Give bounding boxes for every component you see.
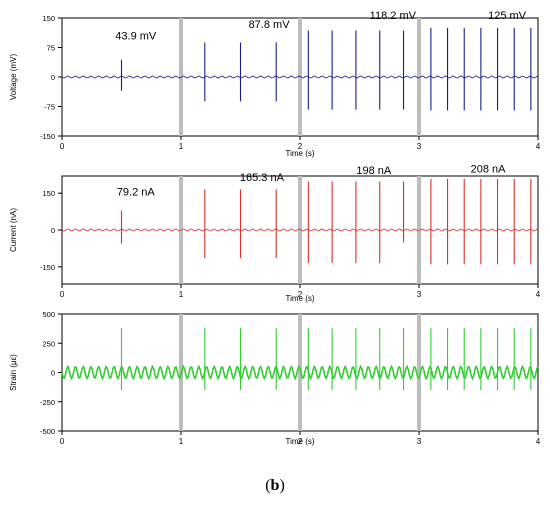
caption-label: b: [270, 477, 280, 494]
panel2-y-tick-label-2: 150: [42, 189, 55, 198]
panel3-x-tick-label-2: 2: [298, 437, 303, 446]
panel1-x-tick-label-0: 0: [60, 142, 65, 151]
panel3-x-axis-title: Time (s): [285, 437, 314, 446]
caption-open: (: [265, 477, 271, 494]
panel2-x-tick-label-1: 1: [179, 290, 184, 299]
panel2-y-axis-title: Current (nA): [9, 208, 18, 252]
caption-close: ): [279, 477, 285, 494]
panel3-y-tick-label-1: -250: [40, 398, 55, 407]
panel1-x-tick-label-3: 3: [417, 142, 422, 151]
panel2-x-tick-label-3: 3: [417, 290, 422, 299]
panel2-x-tick-label-2: 2: [298, 290, 303, 299]
panel2-x-axis-title: Time (s): [285, 294, 314, 303]
panel3-y-tick-label-3: 250: [42, 339, 55, 348]
panel3-y-tick-label-4: 500: [42, 310, 55, 319]
panel1-x-tick-label-2: 2: [298, 142, 303, 151]
panel3-y-tick-label-0: -500: [40, 427, 55, 436]
panel1-x-tick-label-1: 1: [179, 142, 184, 151]
panel1-y-tick-label-0: -150: [40, 132, 55, 141]
panel3-y-tick-label-2: 0: [51, 369, 55, 378]
panel2-annotation-3: 208 nA: [471, 164, 507, 176]
panel3-x-tick-label-3: 3: [417, 437, 422, 446]
figure-caption: (b): [0, 477, 550, 495]
panel3-signal-baseline: [61, 364, 539, 381]
panel1-signal-baseline: [61, 75, 539, 79]
panel1-y-tick-label-1: -75: [44, 103, 55, 112]
panel1-x-axis-title: Time (s): [285, 149, 314, 158]
panel2-y-tick-label-1: 0: [51, 226, 55, 235]
panel2-annotation-0: 79.2 nA: [117, 187, 156, 199]
panel1-annotation-1: 87.8 mV: [249, 19, 291, 31]
panel1-y-tick-label-2: 0: [51, 73, 55, 82]
panel1-annotation-0: 43.9 mV: [115, 31, 157, 43]
panel1-annotation-2: 118.2 mV: [370, 10, 417, 22]
panel3-x-tick-label-4: 4: [536, 437, 541, 446]
panel1-y-tick-label-3: 75: [47, 44, 55, 53]
panel2-signal-baseline: [61, 228, 539, 232]
panel1-annotation-3: 125 mV: [488, 10, 527, 22]
panel1-y-axis-title: Voltage (mV): [9, 54, 18, 101]
panel3-x-tick-label-0: 0: [60, 437, 65, 446]
panel2-x-tick-label-4: 4: [536, 290, 541, 299]
panel2-x-tick-label-0: 0: [60, 290, 65, 299]
panel3-y-axis-title: Strain (με): [9, 354, 18, 391]
panel1-x-tick-label-4: 4: [536, 142, 541, 151]
panel3-x-tick-label-1: 1: [179, 437, 184, 446]
panel2-annotation-1: 165.3 nA: [240, 172, 285, 184]
panel2-y-tick-label-0: -150: [40, 263, 55, 272]
panel1-y-tick-label-4: 150: [42, 14, 55, 23]
panel2-annotation-2: 198 nA: [356, 165, 392, 177]
